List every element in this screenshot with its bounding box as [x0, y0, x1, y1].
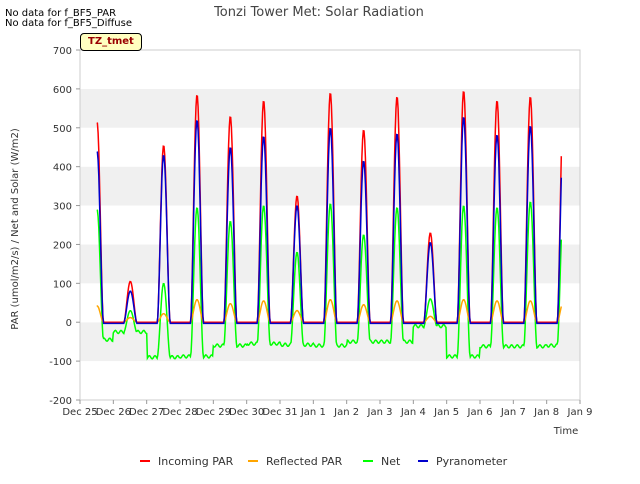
x-tick-label: Jan 4	[400, 407, 426, 418]
legend-item-reflected-par: Reflected PAR	[248, 455, 343, 468]
x-tick-label: Dec 29	[196, 407, 231, 418]
no-data-note-1: No data for f_BF5_PAR	[5, 8, 117, 19]
x-tick-label: Jan 9	[567, 407, 593, 418]
y-tick-label: 500	[53, 124, 72, 135]
series-line-pyranometer	[96, 117, 563, 325]
series-line-net	[96, 201, 563, 361]
legend-item-pyranometer: Pyranometer	[418, 455, 508, 468]
site-badge: TZ_tmet	[80, 33, 142, 51]
x-tick-label: Jan 1	[300, 407, 326, 418]
y-axis-label: PAR (umol/m2/s) / Net and Solar (W/m2)	[10, 128, 21, 330]
x-tick-label: Dec 25	[62, 407, 97, 418]
grid-band	[80, 166, 580, 206]
y-tick-label: -100	[49, 357, 72, 368]
legend-label: Incoming PAR	[158, 455, 234, 468]
x-tick-label: Jan 5	[433, 407, 459, 418]
series-line-incoming-par	[96, 91, 563, 323]
legend-label: Pyranometer	[436, 455, 508, 468]
y-tick-label: 200	[53, 240, 72, 251]
y-tick-label: 100	[53, 279, 72, 290]
grid-band	[80, 244, 580, 284]
x-tick-label: Jan 7	[500, 407, 526, 418]
y-tick-label: 700	[53, 46, 72, 57]
x-tick-label: Jan 2	[333, 407, 359, 418]
legend-label: Reflected PAR	[266, 455, 343, 468]
plot-frame	[79, 49, 581, 401]
x-tick-label: Jan 3	[367, 407, 393, 418]
x-axis-label: Time	[553, 426, 578, 437]
x-tick-label: Dec 28	[162, 407, 197, 418]
y-tick-label: 0	[66, 318, 72, 329]
grid-band	[80, 361, 580, 400]
grid-band	[80, 283, 580, 323]
grid-band	[80, 50, 580, 89]
x-tick-label: Jan 6	[467, 407, 493, 418]
no-data-note-2: No data for f_BF5_Diffuse	[5, 18, 132, 29]
y-tick-label: 600	[53, 85, 72, 96]
y-tick-label: 300	[53, 202, 72, 213]
legend-item-incoming-par: Incoming PAR	[140, 455, 234, 468]
x-tick-label: Dec 30	[229, 407, 264, 418]
legend-label: Net	[381, 455, 401, 468]
y-tick-label: -200	[49, 396, 72, 407]
x-tick-label: Dec 31	[262, 407, 297, 418]
x-tick-label: Jan 8	[533, 407, 559, 418]
x-tick-label: Dec 26	[96, 407, 131, 418]
grid-band	[80, 322, 580, 362]
y-tick-label: 400	[53, 163, 72, 174]
legend-item-net: Net	[363, 455, 401, 468]
chart-title: Tonzi Tower Met: Solar Radiation	[213, 5, 424, 20]
x-tick-label: Dec 27	[129, 407, 164, 418]
